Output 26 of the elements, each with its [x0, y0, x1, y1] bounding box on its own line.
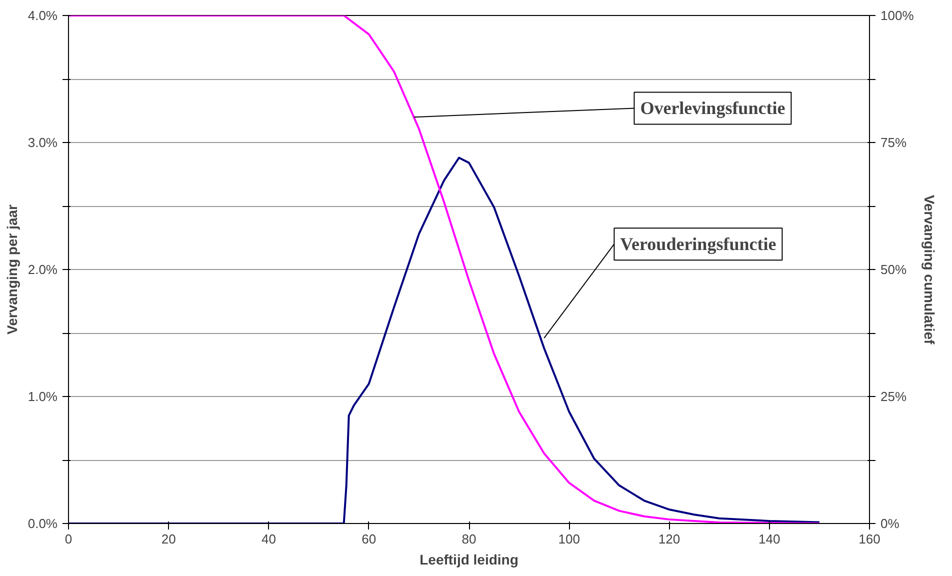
x-axis-title: Leeftijd leiding — [420, 552, 518, 568]
x-tick-label: 120 — [658, 532, 680, 546]
y-tick-label: 3.0% — [28, 135, 58, 150]
line-series — [68, 156, 820, 524]
annotation: Overlevingsfunctie — [640, 98, 786, 118]
x-tick-label: 40 — [262, 532, 276, 546]
x-tick-label: 100 — [558, 532, 580, 546]
y2-tick-label: 50% — [880, 262, 907, 277]
x-tick-label: 0 — [64, 532, 72, 546]
y2-tick-label: 25% — [880, 389, 907, 404]
y-axis-title: Vervanging per jaar — [4, 204, 20, 334]
y2-tick-label: 100% — [880, 8, 914, 23]
line-series — [68, 16, 820, 524]
y2-tick-label: 0% — [880, 516, 900, 531]
x-tick-label: 20 — [161, 532, 176, 546]
x-tick-label: 160 — [858, 532, 880, 546]
y-tick-label: 4.0% — [28, 8, 58, 23]
y-tick-label: 2.0% — [28, 262, 58, 277]
y2-tick-label: 75% — [880, 135, 907, 150]
x-tick-label: 60 — [362, 532, 376, 546]
x-tick-label: 140 — [758, 532, 780, 546]
y2-axis-title: Vervanging cumulatief — [922, 194, 938, 345]
x-tick-label: 80 — [462, 532, 476, 546]
annotation: Verouderingsfunctie — [620, 234, 776, 254]
y-tick-label: 1.0% — [28, 389, 58, 404]
y-tick-label: 0.0% — [28, 516, 58, 531]
